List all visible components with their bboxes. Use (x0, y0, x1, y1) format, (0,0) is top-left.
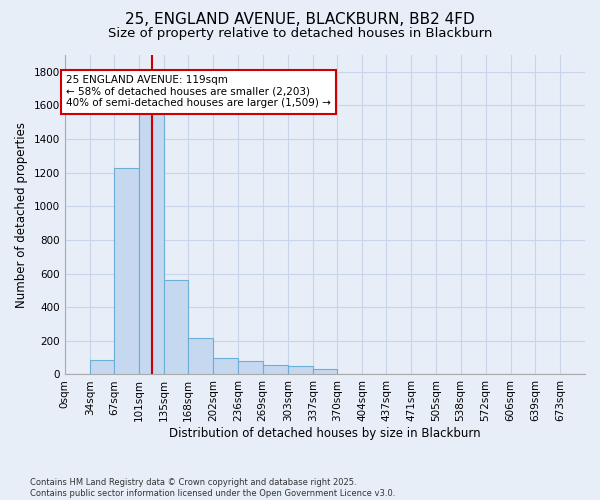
X-axis label: Distribution of detached houses by size in Blackburn: Distribution of detached houses by size … (169, 427, 481, 440)
Bar (89, 360, 114, 374)
Text: 25, ENGLAND AVENUE, BLACKBURN, BB2 4FD: 25, ENGLAND AVENUE, BLACKBURN, BB2 4FD (125, 12, 475, 28)
Bar (238, 361, 263, 374)
Bar (139, 74, 164, 374)
Bar (263, 365, 287, 374)
Bar (214, 358, 238, 374)
Text: Contains HM Land Registry data © Crown copyright and database right 2025.
Contai: Contains HM Land Registry data © Crown c… (30, 478, 395, 498)
Bar (164, 280, 188, 374)
Text: Size of property relative to detached houses in Blackburn: Size of property relative to detached ho… (108, 28, 492, 40)
Bar (114, 168, 139, 374)
Bar (313, 368, 337, 374)
Bar (287, 366, 313, 374)
Y-axis label: Number of detached properties: Number of detached properties (15, 122, 28, 308)
Text: 25 ENGLAND AVENUE: 119sqm
← 58% of detached houses are smaller (2,203)
40% of se: 25 ENGLAND AVENUE: 119sqm ← 58% of detac… (66, 75, 331, 108)
Bar (188, 338, 214, 374)
